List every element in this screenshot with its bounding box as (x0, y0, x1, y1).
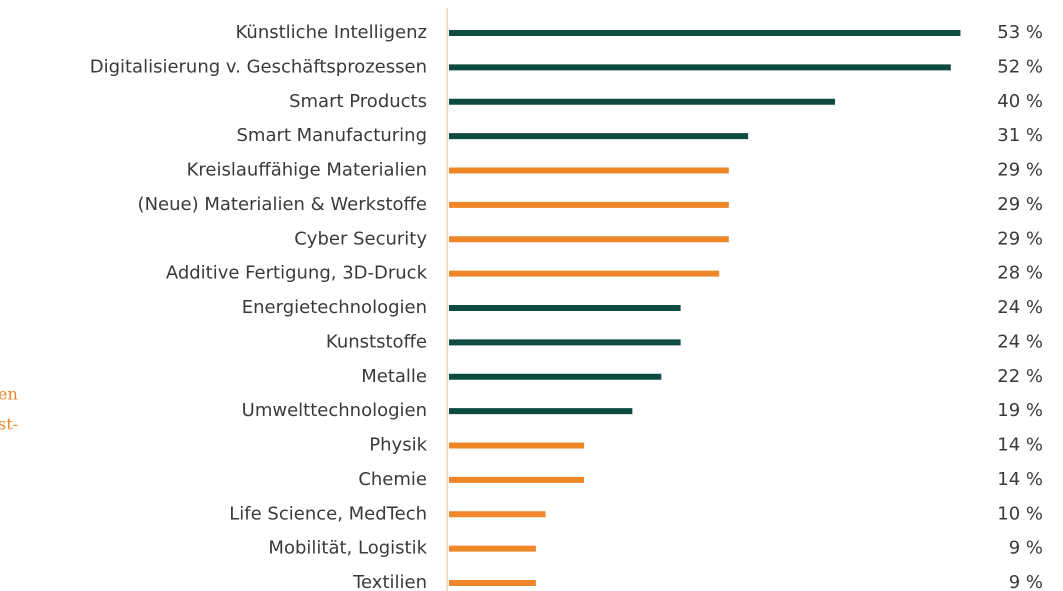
bar (449, 580, 536, 586)
value-label: 9 % (1009, 538, 1043, 559)
category-label: (Neue) Materialien & Werkstoffe (138, 194, 427, 215)
annotation: st- (0, 415, 18, 434)
category-label: Künstliche Intelligenz (236, 22, 427, 43)
value-label: 22 % (997, 366, 1043, 387)
bar (449, 545, 536, 552)
value-label: 9 % (1009, 572, 1043, 591)
bar (449, 270, 720, 277)
value-label: 40 % (997, 91, 1043, 112)
category-label: Metalle (361, 366, 427, 387)
bar (449, 201, 729, 208)
value-label: 24 % (997, 331, 1043, 352)
category-label: Cyber Security (294, 228, 427, 249)
category-label: Textilien (352, 572, 427, 591)
bar (449, 64, 951, 71)
value-label: 28 % (997, 263, 1043, 284)
value-label: 24 % (997, 297, 1043, 318)
value-label: 53 % (997, 22, 1043, 43)
category-label: Kunststoffe (326, 331, 427, 352)
value-label: 29 % (997, 194, 1043, 215)
value-label: 29 % (997, 228, 1043, 249)
annotation: en (0, 385, 18, 404)
category-label: Smart Products (289, 91, 427, 112)
category-label: Energietechnologien (242, 297, 427, 318)
category-label: Life Science, MedTech (229, 503, 427, 524)
category-label: Chemie (358, 469, 427, 490)
bar (449, 442, 585, 449)
bar (449, 133, 749, 140)
value-label: 52 % (997, 56, 1043, 77)
bar (449, 511, 546, 518)
value-label: 19 % (997, 400, 1043, 421)
category-label: Umwelttechnologien (242, 400, 427, 421)
category-label: Kreislauffähige Materialien (187, 160, 427, 181)
category-label: Mobilität, Logistik (268, 538, 427, 559)
bar (449, 476, 585, 483)
value-label: 29 % (997, 160, 1043, 181)
bar (449, 236, 729, 243)
bar (449, 305, 681, 311)
bar (449, 408, 633, 415)
bar (449, 30, 961, 36)
bar (449, 373, 662, 380)
bar (449, 167, 729, 174)
category-label: Physik (369, 435, 427, 456)
category-label: Additive Fertigung, 3D-Druck (166, 263, 428, 284)
category-label: Smart Manufacturing (236, 125, 427, 146)
value-label: 31 % (997, 125, 1043, 146)
category-label: Digitalisierung v. Geschäftsprozessen (90, 56, 427, 77)
value-label: 14 % (997, 435, 1043, 456)
value-label: 10 % (997, 503, 1043, 524)
bar (449, 339, 681, 346)
value-label: 14 % (997, 469, 1043, 490)
bar (449, 98, 835, 105)
